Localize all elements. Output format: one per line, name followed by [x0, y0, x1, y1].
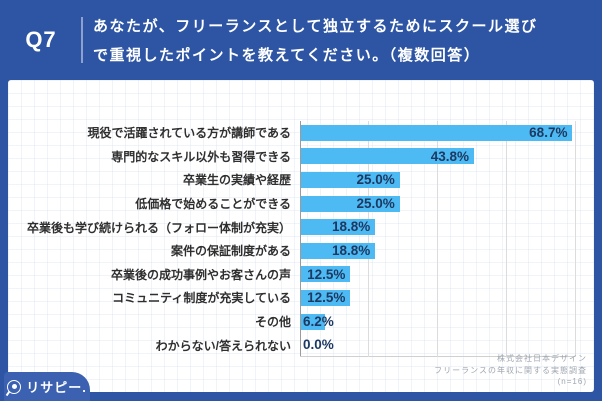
logo-badge: リサピー. [4, 372, 90, 401]
value-label: 68.7% [529, 125, 568, 140]
plot-area [300, 121, 576, 357]
question-text-line1: あなたが、フリーランスとして独立するためにスクール選び [93, 18, 538, 35]
chart-row: コミュニティ制度が充実している 12.5% [8, 286, 575, 310]
question-header: Q7 あなたが、フリーランスとして独立するためにスクール選び で重視したポイント… [0, 0, 602, 80]
chart-row: わからない/答えられない 0.0% [8, 333, 575, 357]
category-label: その他 [254, 315, 291, 330]
category-label: コミュニティ制度が充実している [112, 291, 291, 306]
bar-track: 12.5% [300, 286, 575, 310]
bar-track: 18.8% [300, 215, 575, 239]
bar [301, 289, 351, 306]
y-axis-line [300, 121, 301, 357]
gridline [505, 121, 507, 357]
value-label: 0.0% [303, 337, 334, 353]
bar-track: 25.0% [300, 168, 575, 192]
chart-card: 現役で活躍されている方が講師である 68.7% 専門的なスキル以外も習得できる 43.… [8, 80, 594, 392]
bar [301, 313, 326, 330]
chart-row: その他 6.2% [8, 310, 575, 334]
chart-row: 案件の保証制度がある 18.8% [8, 239, 575, 263]
bar [301, 266, 351, 283]
category-label: わからない/答えられない [155, 338, 291, 353]
chart-row: 専門的なスキル以外も習得できる 43.8% [8, 145, 575, 169]
pin-circle-icon [7, 379, 22, 394]
chart-row: 卒業生の実績や経歴 25.0% [8, 168, 575, 192]
bar [301, 171, 400, 188]
bar-track: 0.0% [300, 333, 575, 357]
value-label: 12.5% [307, 266, 346, 282]
chart-row: 低価格で始めることができる 25.0% [8, 192, 575, 216]
value-label: 18.8% [332, 219, 371, 235]
gridline [574, 121, 576, 357]
bar-track: 12.5% [300, 263, 575, 287]
bar-track: 18.8% [300, 239, 575, 263]
question-number: Q7 [25, 27, 57, 52]
bar-track: 43.8% [300, 145, 575, 169]
chart-row: 現役で活躍されている方が講師である 68.7% [8, 121, 575, 145]
category-label: 卒業後も学び続けられる（フォロー体制が充実） [26, 220, 291, 235]
category-label: 案件の保証制度がある [170, 244, 291, 259]
value-label: 25.0% [356, 195, 395, 211]
category-label: 現役で活躍されている方が講師である [87, 126, 291, 141]
gridline [368, 121, 370, 357]
bar [301, 219, 376, 236]
value-label: 18.8% [332, 242, 371, 258]
category-label: 低価格で始めることができる [135, 197, 291, 212]
value-label: 6.2% [303, 313, 334, 329]
bar [301, 124, 573, 141]
question-text-line2: で重視したポイントを教えてください。（複数回答） [93, 47, 481, 64]
bar-track: 68.7% [300, 121, 575, 145]
category-label: 専門的なスキル以外も習得できる [111, 149, 291, 164]
category-label: 卒業生の実績や経歴 [182, 173, 291, 188]
bar [301, 195, 400, 212]
bar [301, 148, 475, 165]
bar [301, 242, 376, 259]
value-label: 43.8% [430, 148, 470, 164]
source-company: 株式会社日本デザイン [497, 354, 587, 363]
gridline [437, 121, 438, 357]
bar-track: 25.0% [300, 192, 575, 216]
bar-chart: 現役で活躍されている方が講師である 68.7% 専門的なスキル以外も習得できる 43.… [8, 121, 575, 357]
chart-row: 卒業後も学び続けられる（フォロー体制が充実） 18.8% [8, 215, 575, 239]
category-label: 卒業後の成功事例やお客さんの声 [110, 267, 291, 282]
chart-row: 卒業後の成功事例やお客さんの声 12.5% [8, 263, 575, 287]
value-label: 25.0% [356, 172, 395, 188]
question-text: あなたが、フリーランスとして独立するためにスクール選び で重視したポイントを教え… [93, 12, 596, 70]
source-note: 株式会社日本デザイン フリーランスの年収に関する実態調査 (n=16) [434, 353, 587, 388]
source-survey: フリーランスの年収に関する実態調査 [434, 365, 587, 375]
value-label: 12.5% [307, 290, 346, 306]
logo-text: リサピー. [26, 380, 87, 395]
header-divider [81, 17, 83, 63]
bar-track: 6.2% [300, 310, 575, 334]
source-sample-size: (n=16) [557, 377, 587, 386]
